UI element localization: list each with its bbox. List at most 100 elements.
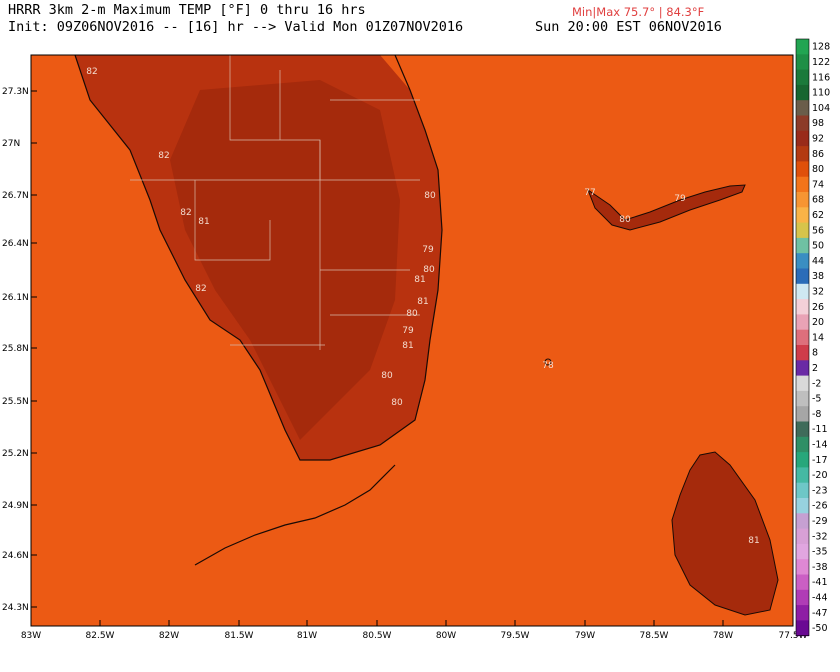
- station-value: 81: [402, 341, 413, 351]
- colorbar-swatch: [796, 513, 809, 530]
- station-value: 81: [417, 297, 428, 307]
- station-value: 82: [158, 151, 169, 161]
- colorbar-swatch: [796, 452, 809, 468]
- colorbar-swatch: [796, 161, 809, 178]
- lat-label: 24.3N: [2, 603, 29, 613]
- station-value: 80: [381, 371, 393, 381]
- colorbar-swatch: [796, 299, 809, 315]
- station-value: 80: [619, 215, 631, 225]
- colorbar-swatch: [796, 237, 809, 254]
- station-value: 78: [542, 361, 554, 371]
- map-frame: [30, 54, 794, 627]
- colorbar-swatch: [796, 528, 809, 545]
- colorbar-frame: [795, 38, 810, 637]
- bimini-island: [544, 358, 552, 366]
- colorbar-level: 80: [812, 164, 824, 175]
- colorbar-swatch: [796, 84, 809, 101]
- colorbar-swatch: [796, 574, 809, 591]
- colorbar-level: 128: [812, 42, 830, 53]
- colorbar-swatch: [796, 543, 809, 560]
- lon-label: 81.5W: [225, 631, 254, 641]
- lat-label: 24.9N: [2, 501, 29, 511]
- lon-label: 79W: [575, 631, 595, 641]
- colorbar-swatch: [796, 192, 809, 208]
- colorbar-level: -44: [812, 592, 828, 603]
- colorbar-level: -38: [812, 562, 828, 573]
- colorbar-level: -35: [812, 547, 828, 558]
- colorbar-swatch: [796, 605, 809, 621]
- lon-label: 80W: [436, 631, 456, 641]
- longitude-axis: 83W 82.5W 82W 81.5W 81W 80.5W 80W 79.5W 79W 78.5W…: [21, 620, 808, 641]
- colorbar-level: 44: [812, 256, 824, 267]
- valid-local-time: Sun 20:00 EST 06NOV2016: [535, 19, 722, 35]
- station-value: 82: [86, 67, 97, 77]
- colorbar-swatch: [796, 268, 809, 285]
- colorbar-swatch: [796, 283, 809, 300]
- county-lines: [130, 55, 420, 350]
- lon-label: 83W: [21, 631, 41, 641]
- colorbar-swatch: [796, 100, 809, 116]
- colorbar-level: 2: [812, 363, 818, 374]
- colorbar-level: 8: [812, 348, 818, 359]
- color-scale: 128 122 116 110 104 98 92 86 80 74 68 62 56 50 44 38 32 2…: [795, 38, 830, 637]
- colorbar-level: 92: [812, 133, 824, 144]
- colorbar-level: 68: [812, 195, 824, 206]
- min-max-readout: Min|Max 75.7° | 84.3°F: [572, 5, 705, 19]
- colorbar-swatch: [796, 559, 809, 575]
- colorbar-swatch: [796, 482, 809, 499]
- lon-label: 79.5W: [501, 631, 530, 641]
- colorbar-level: 122: [812, 57, 830, 68]
- colorbar-level: -8: [812, 409, 821, 420]
- station-value: 80: [423, 265, 435, 275]
- colorbar-level: -23: [812, 485, 828, 496]
- station-value: 82: [180, 208, 191, 218]
- colorbar-level: -14: [812, 439, 828, 450]
- lat-label: 24.6N: [2, 551, 29, 561]
- colorbar-level: 56: [812, 225, 824, 236]
- florida-keys: [194, 464, 396, 566]
- colorbar-level: -20: [812, 470, 828, 481]
- colorbar-level: 20: [812, 317, 824, 328]
- station-value: 79: [402, 326, 414, 336]
- colorbar-swatch: [796, 54, 809, 71]
- lon-label: 82W: [159, 631, 179, 641]
- florida-interior-warm: [170, 80, 400, 440]
- colorbar-swatch: [796, 39, 809, 55]
- colorbar-level: 110: [812, 88, 830, 99]
- colorbar-swatch: [796, 375, 809, 392]
- colorbar-swatch: [796, 207, 809, 224]
- lon-label: 78.5W: [640, 631, 669, 641]
- map-title: HRRR 3km 2-m Maximum TEMP [°F] 0 thru 16…: [8, 2, 366, 18]
- colorbar-swatch: [796, 620, 809, 637]
- lon-label: 80.5W: [363, 631, 392, 641]
- colorbar-swatch: [796, 130, 809, 147]
- colorbar-level: 104: [812, 103, 830, 114]
- colorbar-level: 14: [812, 332, 824, 343]
- station-value: 81: [748, 536, 759, 546]
- colorbar-swatch: [796, 421, 809, 438]
- lon-label: 77.5W: [779, 631, 808, 641]
- station-value: 80: [406, 309, 418, 319]
- colorbar-level: -26: [812, 501, 828, 512]
- colorbar-level: 50: [812, 241, 824, 252]
- colorbar-level: -17: [812, 455, 828, 466]
- grand-bahama-island: [586, 184, 746, 231]
- lat-label: 25.2N: [2, 449, 29, 459]
- colorbar-level: 26: [812, 302, 824, 313]
- latitude-axis: 27.3N 27N 26.7N 26.4N 26.1N 25.8N 25.5N 25.2N 24…: [2, 87, 37, 613]
- station-value: 80: [391, 398, 403, 408]
- colorbar-swatch: [796, 467, 809, 484]
- lat-label: 26.4N: [2, 239, 29, 249]
- colorbar-swatch: [796, 253, 809, 269]
- colorbar-level: -47: [812, 608, 828, 619]
- colorbar-swatch: [796, 436, 809, 453]
- colorbar-level: 62: [812, 210, 824, 221]
- colorbar-swatch: [796, 390, 809, 407]
- andros-island: [671, 451, 779, 616]
- colorbar-level: 116: [812, 72, 830, 83]
- station-value: 80: [424, 191, 436, 201]
- lat-label: 26.1N: [2, 293, 29, 303]
- colorbar-swatch: [796, 589, 809, 606]
